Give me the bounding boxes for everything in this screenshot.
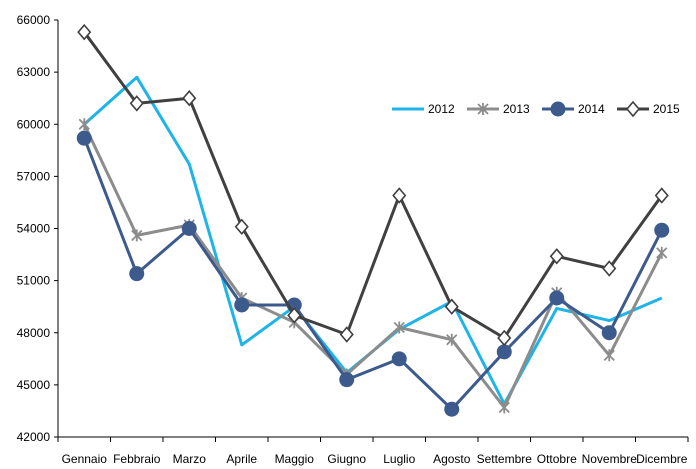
circle-marker <box>496 344 512 360</box>
star-marker <box>131 229 143 242</box>
x-tick-label: Gennaio <box>62 452 108 466</box>
y-tick-label: 51000 <box>17 274 51 288</box>
y-tick-label: 57000 <box>17 169 51 183</box>
star-marker <box>498 401 510 414</box>
star-marker <box>477 103 489 115</box>
legend-label: 2013 <box>503 102 530 116</box>
legend-item-2014: 2014 <box>542 101 605 117</box>
diamond-marker <box>602 260 617 277</box>
series-line-2015 <box>83 31 664 340</box>
circle-marker <box>129 266 145 282</box>
star-marker <box>446 333 458 346</box>
series-2014 <box>76 130 670 417</box>
diamond-marker <box>549 248 564 265</box>
x-tick-label: Maggio <box>275 452 315 466</box>
legend-item-2015: 2015 <box>617 100 680 118</box>
legend-label: 2015 <box>653 102 680 116</box>
y-tick-label: 60000 <box>17 117 51 131</box>
y-tick-label: 63000 <box>17 65 51 79</box>
star-marker <box>78 118 90 131</box>
circle-marker <box>181 221 197 236</box>
diamond-marker <box>182 89 197 107</box>
circle-marker <box>76 130 92 146</box>
x-tick-label: Aprile <box>226 452 257 466</box>
circle-marker <box>339 372 355 388</box>
diamond-marker <box>497 329 512 347</box>
diamond-marker <box>129 95 144 112</box>
x-tick-label: Novembre <box>582 452 638 466</box>
diamond-marker <box>339 326 354 343</box>
circle-marker <box>654 222 670 238</box>
diamond-marker <box>444 298 459 315</box>
x-tick-label: Febbraio <box>113 452 161 466</box>
x-axis-ticks: Gennaio Febbraio Marzo Aprile Maggio Giugno Lu… <box>57 437 689 466</box>
circle-marker <box>549 290 565 306</box>
y-tick-label: 66000 <box>17 13 51 27</box>
circle-marker <box>601 325 617 341</box>
star-marker <box>393 321 405 334</box>
diamond-marker <box>392 187 407 204</box>
diamond-marker <box>77 23 92 41</box>
x-tick-label: Ottobre <box>537 452 577 466</box>
y-axis-ticks: 42000 45000 48000 51000 54000 57000 60000 63000… <box>17 13 58 444</box>
x-tick-label: Settembre <box>477 452 533 466</box>
legend-item-2013: 2013 <box>467 102 530 116</box>
y-tick-label: 42000 <box>17 430 51 444</box>
diamond-marker <box>654 187 669 204</box>
x-tick-label: Agosto <box>433 452 471 466</box>
star-marker <box>656 246 668 259</box>
diamond-marker <box>625 100 641 118</box>
series-line-2014 <box>82 137 664 411</box>
chart-series <box>76 23 670 417</box>
y-tick-label: 54000 <box>17 222 51 236</box>
star-marker <box>603 349 615 362</box>
series-2015 <box>77 23 669 347</box>
legend-item-2012: 2012 <box>392 102 455 116</box>
series-2012 <box>83 75 663 406</box>
x-tick-label: Marzo <box>173 452 207 466</box>
diamond-marker <box>234 218 249 235</box>
circle-marker <box>234 297 250 313</box>
circle-marker <box>444 401 460 417</box>
circle-marker <box>550 101 566 117</box>
circle-marker <box>391 351 407 367</box>
legend-label: 2012 <box>428 102 455 116</box>
legend-label: 2014 <box>578 102 605 116</box>
x-tick-label: Luglio <box>383 452 415 466</box>
y-tick-label: 45000 <box>17 378 51 392</box>
series-line-2012 <box>83 75 663 406</box>
diamond-marker <box>287 307 302 324</box>
chart-legend: 2012 2013 2014 2015 <box>392 100 680 118</box>
x-tick-label: Dicembre <box>636 452 688 466</box>
y-tick-label: 48000 <box>17 326 51 340</box>
x-tick-label: Giugno <box>327 452 366 466</box>
chart-axes <box>57 20 688 438</box>
